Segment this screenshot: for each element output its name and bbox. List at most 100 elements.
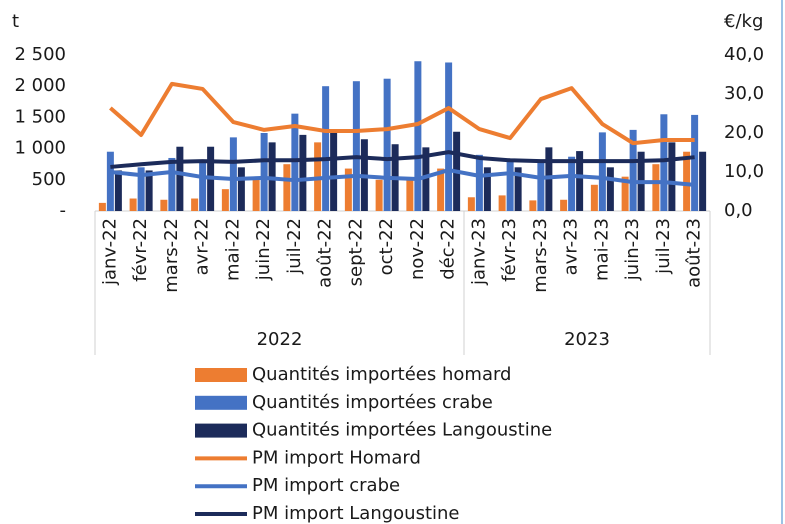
bar <box>498 195 506 211</box>
x-tick-label: févr-22 <box>130 218 151 282</box>
bar <box>691 114 699 211</box>
bar <box>145 170 153 211</box>
bar <box>191 198 199 211</box>
bar <box>437 168 445 211</box>
y2-tick-label: 10,0 <box>724 161 764 182</box>
x-tick-label: avr-23 <box>561 218 582 275</box>
bar <box>252 179 260 211</box>
bar <box>176 146 184 211</box>
legend-label: Quantités importées homard <box>252 364 511 385</box>
x-tick-label: déc-22 <box>438 218 459 280</box>
y2-tick-label: 20,0 <box>724 122 764 143</box>
bar <box>137 167 145 211</box>
x-tick-label: nov-22 <box>407 218 428 280</box>
x-tick-label: févr-23 <box>499 218 520 282</box>
y2-tick-label: 30,0 <box>724 83 764 104</box>
y-tick-label: 2 500 <box>14 44 66 65</box>
bar <box>568 156 576 211</box>
bar <box>344 168 352 211</box>
bar <box>652 164 660 211</box>
x-tick-label: oct-22 <box>376 218 397 275</box>
x-tick-label: juin-23 <box>622 218 643 281</box>
legend-swatch <box>195 423 247 438</box>
bar <box>660 114 668 211</box>
x-tick-label: juin-22 <box>253 218 274 281</box>
bar <box>467 197 475 211</box>
bar <box>590 184 598 211</box>
legend-label: Quantités importées crabe <box>252 392 493 413</box>
bar <box>598 132 606 211</box>
x-tick-label: sept-22 <box>345 218 366 286</box>
bar <box>422 147 430 211</box>
bar <box>537 161 545 211</box>
line-series <box>110 150 695 169</box>
x-tick-label: août-23 <box>684 218 705 288</box>
legend-label: PM import Langoustine <box>252 503 460 524</box>
bar <box>621 176 629 211</box>
x-tick-label: mars-23 <box>530 218 551 293</box>
y2-tick-label: 0,0 <box>724 200 753 221</box>
x-tick-label: mai-23 <box>591 218 612 281</box>
legend-swatch <box>195 395 247 410</box>
bar <box>168 157 176 211</box>
x-tick-label: août-22 <box>315 218 336 288</box>
bar <box>322 86 330 211</box>
bar <box>114 170 122 211</box>
x-tick-label: avr-22 <box>192 218 213 275</box>
bar <box>629 129 637 211</box>
legend-label: Quantités importées Langoustine <box>252 420 552 441</box>
bar <box>199 161 207 211</box>
group-label: 2023 <box>564 329 610 350</box>
bar <box>221 189 229 211</box>
bar <box>98 202 106 211</box>
y-tick-label: 500 <box>32 169 66 190</box>
bar <box>375 179 383 211</box>
x-tick-label: janv-22 <box>99 218 120 286</box>
y2-tick-label: 40,0 <box>724 44 764 65</box>
bar <box>383 78 391 211</box>
bar <box>406 179 414 211</box>
bar <box>483 167 491 211</box>
bar <box>668 142 676 211</box>
line-series <box>110 168 695 187</box>
bar <box>352 81 360 211</box>
legend-swatch <box>195 368 247 382</box>
bar <box>283 164 291 211</box>
bar <box>299 134 307 211</box>
x-tick-label: juil-23 <box>653 218 674 275</box>
y-axis-label: t <box>12 11 19 32</box>
bar <box>291 113 299 211</box>
bar <box>445 62 453 211</box>
bar <box>683 151 691 211</box>
line-series <box>109 81 695 146</box>
y-tick-label: 1 000 <box>14 138 66 159</box>
x-tick-label: mai-22 <box>222 218 243 281</box>
x-tick-label: juil-22 <box>284 218 305 275</box>
bar <box>229 137 237 211</box>
bar <box>260 133 268 211</box>
bar <box>560 199 568 211</box>
y-tick-label: 1 500 <box>14 106 66 127</box>
bar <box>475 154 483 211</box>
bar <box>506 161 514 211</box>
bar <box>699 151 707 211</box>
y2-axis-label: €/kg <box>724 11 763 32</box>
bar <box>129 198 137 211</box>
bar <box>330 133 338 211</box>
bar <box>606 167 614 211</box>
group-label: 2022 <box>257 329 303 350</box>
legend-label: PM import Homard <box>252 447 421 468</box>
y-tick-label: - <box>60 200 67 221</box>
bar <box>106 151 114 211</box>
x-tick-label: janv-23 <box>468 218 489 286</box>
x-tick-label: mars-22 <box>161 218 182 293</box>
bar <box>160 199 168 211</box>
bar <box>414 61 422 211</box>
legend-label: PM import crabe <box>252 475 400 496</box>
bar <box>237 167 245 211</box>
bar <box>514 167 522 211</box>
bar <box>576 151 584 211</box>
y-tick-label: 2 000 <box>14 75 66 96</box>
bar <box>529 200 537 211</box>
